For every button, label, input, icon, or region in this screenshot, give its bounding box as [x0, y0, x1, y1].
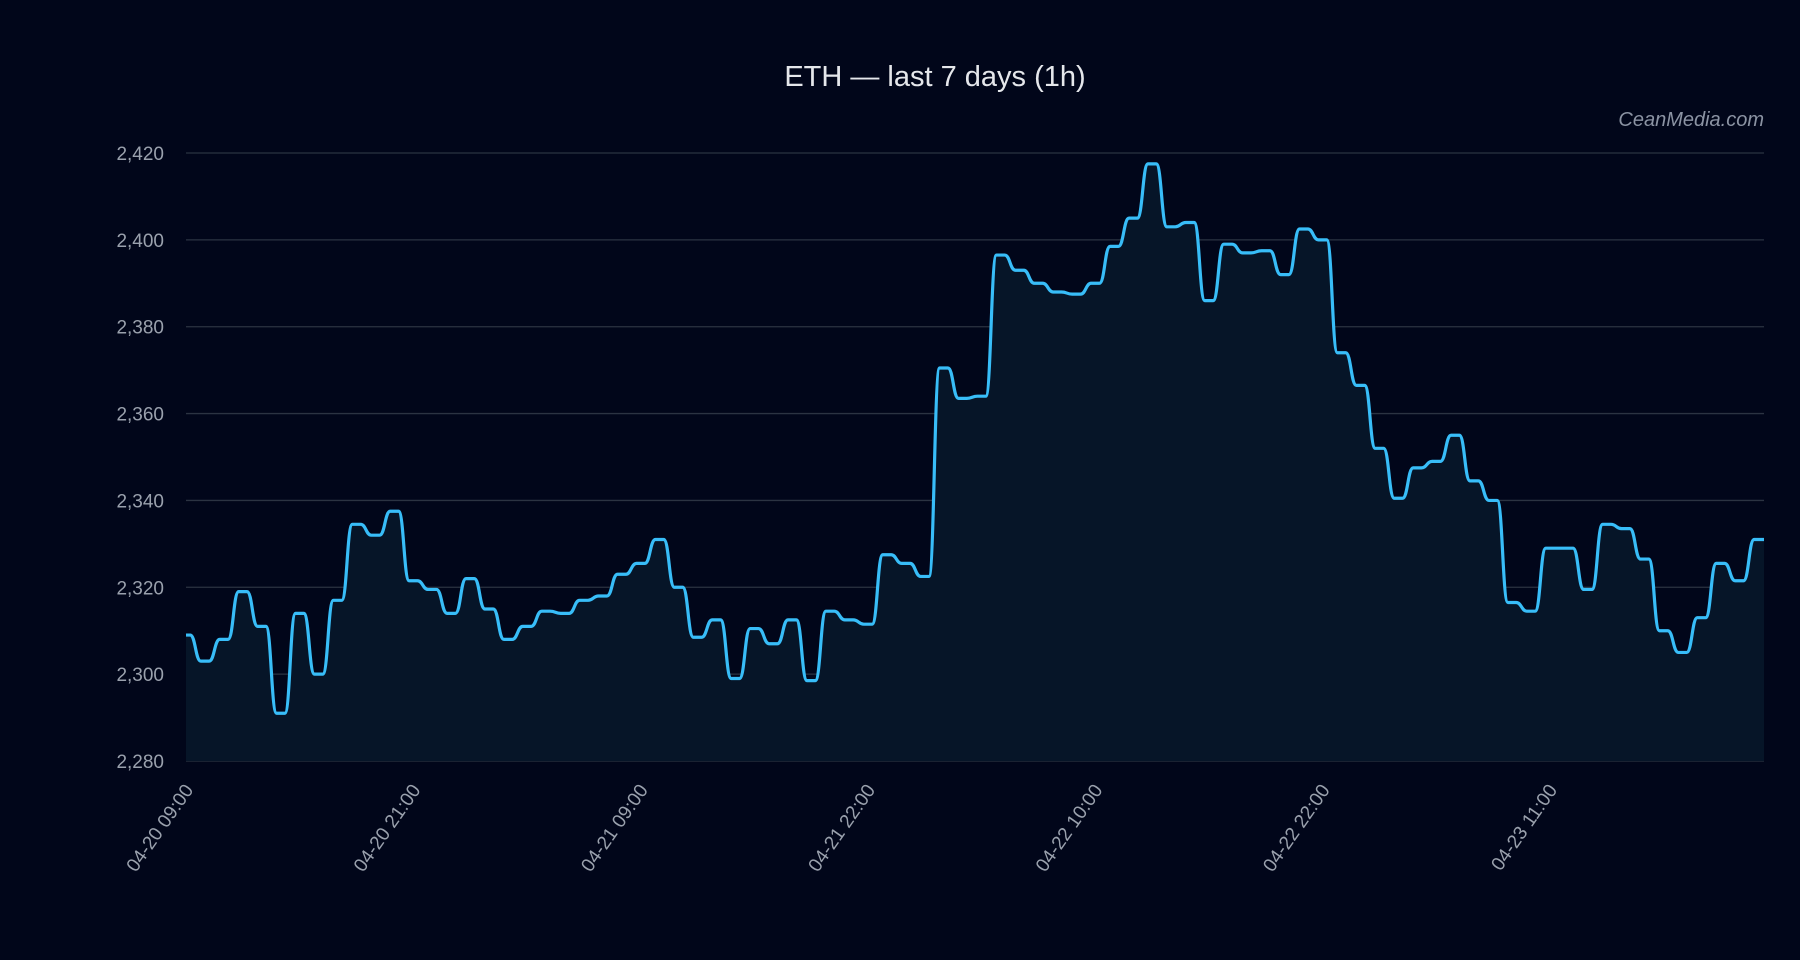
y-tick-label: 2,320 — [116, 578, 164, 599]
y-tick-label: 2,400 — [116, 231, 164, 252]
y-axis: 2,280 2,300 2,320 2,340 2,360 2,380 2,400 2,420 — [116, 144, 164, 773]
price-area — [186, 163, 1764, 761]
y-tick-label: 2,420 — [116, 144, 164, 165]
watermark: CeanMedia.com — [1618, 109, 1764, 131]
y-tick-label: 2,300 — [116, 665, 164, 686]
y-tick-label: 2,380 — [116, 318, 164, 339]
price-line — [186, 162, 1764, 715]
y-tick-label: 2,280 — [116, 752, 164, 773]
y-tick-label: 2,360 — [116, 405, 164, 426]
y-tick-label: 2,340 — [116, 491, 164, 512]
chart-title: ETH — last 7 days (1h) — [784, 61, 1085, 93]
